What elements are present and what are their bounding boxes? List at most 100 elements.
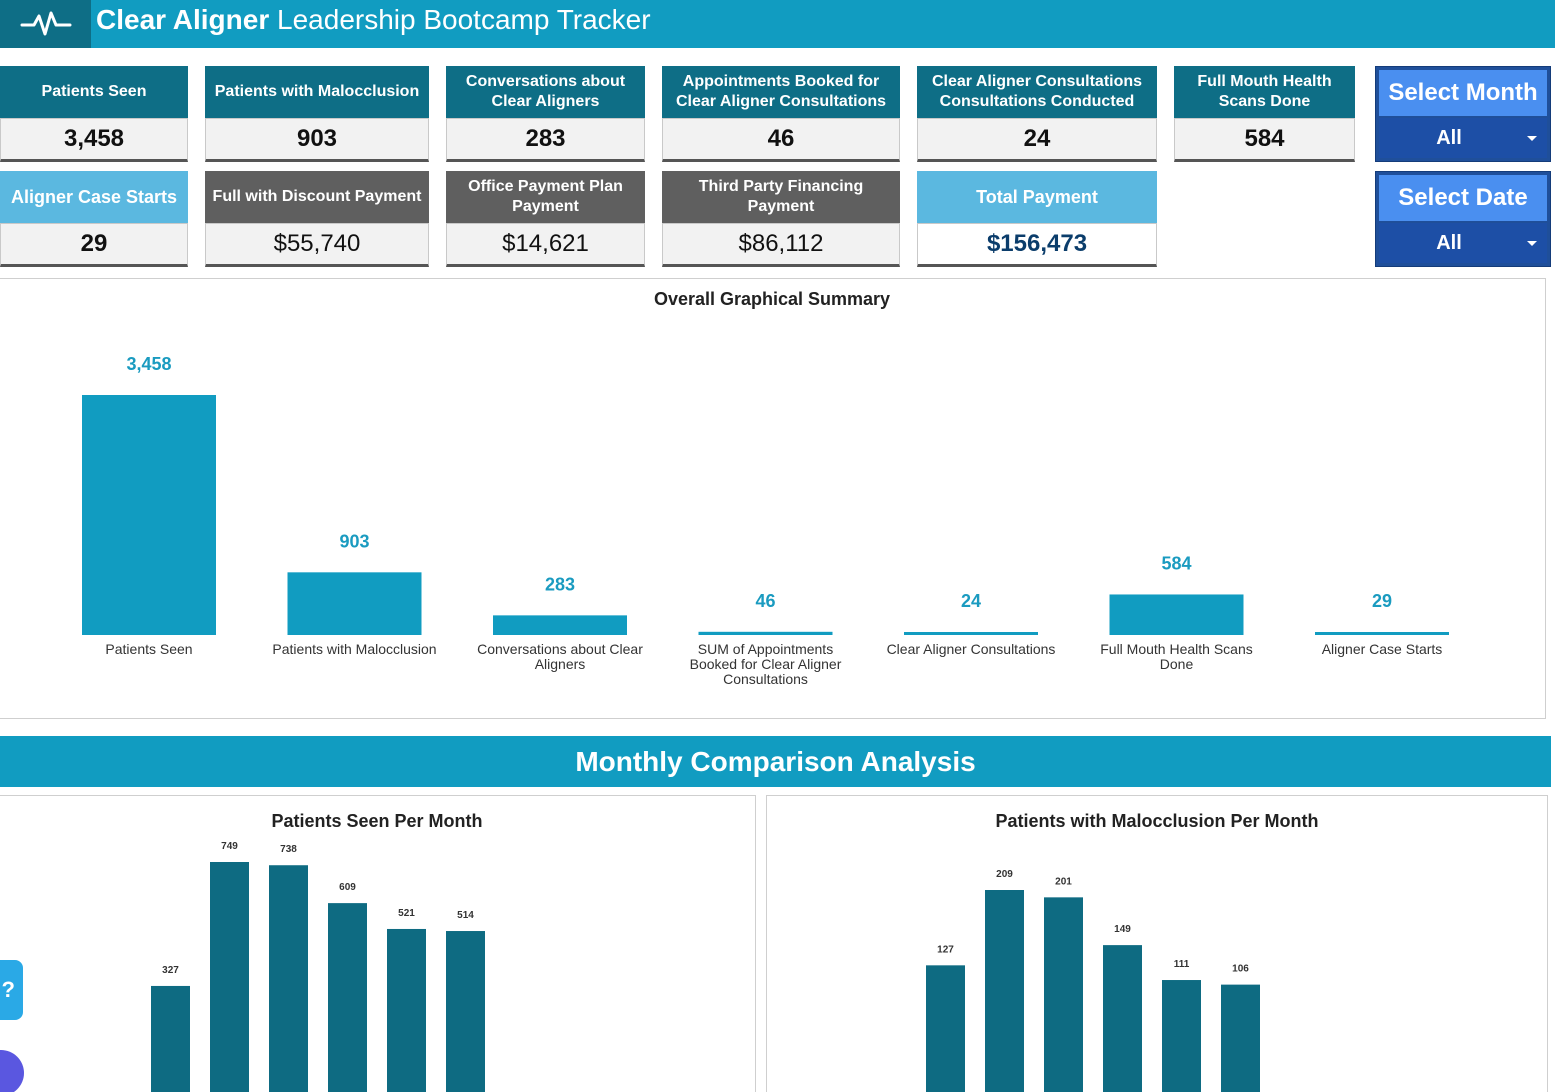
monthly-bar-value-label: 609: [339, 882, 356, 893]
page-title-rest: Leadership Bootcamp Tracker: [269, 4, 651, 35]
kpi-total-payment: Total Payment $156,473: [917, 171, 1157, 267]
kpi-value: 46: [662, 118, 900, 162]
kpi-label: Full with Discount Payment: [205, 171, 429, 223]
monthly-bar-value-label: 521: [398, 908, 415, 919]
monthly-bar: [269, 865, 308, 1092]
select-month-value: All: [1436, 126, 1462, 149]
overall-summary-chart: Overall Graphical Summary 3,458 Patients …: [0, 278, 1546, 719]
kpi-value: 29: [0, 223, 188, 267]
kpi-full-discount: Full with Discount Payment $55,740: [205, 171, 429, 267]
monthly-bar: [328, 903, 367, 1092]
chart-title: Patients with Malocclusion Per Month: [995, 811, 1319, 831]
overall-bar-value-label: 903: [339, 531, 369, 551]
monthly-bar-value-label: 749: [221, 841, 238, 852]
overall-bar-value-label: 283: [545, 574, 575, 594]
overall-bar: [287, 572, 422, 635]
monthly-bar: [1044, 897, 1083, 1092]
select-month-dropdown[interactable]: All: [1379, 118, 1547, 158]
kpi-scans: Full Mouth Health Scans Done 584: [1174, 66, 1355, 162]
select-date-dropdown[interactable]: All: [1379, 223, 1547, 263]
help-icon: ?: [1, 977, 15, 1002]
monthly-bar-value-label: 738: [280, 844, 297, 855]
monthly-bar-value-label: 106: [1232, 964, 1249, 975]
kpi-label: Full Mouth Health Scans Done: [1174, 66, 1355, 118]
select-date-label: Select Date: [1379, 175, 1547, 221]
monthly-seen-chart-svg: 327 749 738 609 521 514: [151, 841, 485, 1092]
overall-category-label: Full Mouth Health Scans: [1100, 641, 1253, 657]
monthly-bar: [1221, 984, 1260, 1092]
monthly-bar-value-label: 127: [937, 944, 954, 955]
kpi-value: 24: [917, 118, 1157, 162]
overall-bar: [1315, 632, 1449, 635]
overall-bar: [698, 631, 833, 635]
monthly-bar: [151, 985, 190, 1092]
kpi-case-starts: Aligner Case Starts 29: [0, 171, 188, 267]
overall-category-label: Patients with Malocclusion: [272, 641, 436, 657]
overall-bar: [904, 632, 1038, 635]
overall-bar: [1109, 594, 1244, 635]
overall-category-label: Clear Aligner Consultations: [887, 641, 1056, 657]
overall-bar-value-label: 3,458: [126, 354, 171, 374]
chevron-down-icon: [1527, 136, 1537, 141]
kpi-value: $86,112: [662, 223, 900, 267]
overall-category-label: Aligners: [535, 656, 586, 672]
page-title: Clear Aligner Leadership Bootcamp Tracke…: [96, 2, 651, 38]
kpi-value: 283: [446, 118, 645, 162]
overall-category-label: Patients Seen: [105, 641, 192, 657]
monthly-bar: [210, 862, 249, 1092]
monthly-bar: [985, 890, 1024, 1092]
kpi-appointments: Appointments Booked for Clear Aligner Co…: [662, 66, 900, 162]
monthly-bar-value-label: 149: [1114, 924, 1131, 935]
monthly-bar-value-label: 209: [996, 869, 1013, 880]
kpi-label: Conversations about Clear Aligners: [446, 66, 645, 118]
logo: [0, 0, 91, 48]
kpi-label: Third Party Financing Payment: [662, 171, 900, 223]
monthly-bar: [387, 928, 426, 1092]
kpi-malocclusion: Patients with Malocclusion 903: [205, 66, 429, 162]
overall-bar-value-label: 24: [961, 591, 981, 611]
help-widget-button[interactable]: ?: [0, 960, 23, 1020]
kpi-value: 903: [205, 118, 429, 162]
kpi-value: $156,473: [917, 223, 1157, 267]
overall-chart-svg: 3,458 Patients Seen 903 Patients with Maloc…: [82, 354, 1449, 687]
monthly-bar: [1103, 945, 1142, 1092]
chevron-down-icon: [1527, 241, 1537, 246]
kpi-patients-seen: Patients Seen 3,458: [0, 66, 188, 162]
kpi-label: Appointments Booked for Clear Aligner Co…: [662, 66, 900, 118]
chart-title: Patients Seen Per Month: [271, 811, 483, 831]
monthly-bar: [926, 965, 965, 1092]
kpi-label: Patients with Malocclusion: [205, 66, 429, 118]
section-banner: Monthly Comparison Analysis: [0, 736, 1551, 787]
overall-category-label: Done: [1160, 656, 1194, 672]
kpi-value: $55,740: [205, 223, 429, 267]
kpi-third-party: Third Party Financing Payment $86,112: [662, 171, 900, 267]
overall-bar-value-label: 584: [1161, 553, 1191, 573]
overall-bar: [82, 395, 216, 635]
monthly-bar-value-label: 327: [162, 965, 179, 976]
heartbeat-icon: [20, 11, 71, 36]
overall-category-label: Aligner Case Starts: [1322, 641, 1443, 657]
select-date-control: Select Date All: [1375, 171, 1551, 267]
kpi-consultations: Clear Aligner Consultations Consultation…: [917, 66, 1157, 162]
kpi-value: 584: [1174, 118, 1355, 162]
page-title-bold: Clear Aligner: [96, 4, 270, 35]
monthly-malocclusion-chart-svg: 127 209 201 149 111 106: [926, 869, 1260, 1092]
kpi-label: Aligner Case Starts: [0, 171, 188, 223]
overall-category-label: Conversations about Clear: [477, 641, 643, 657]
overall-bar-value-label: 29: [1372, 591, 1392, 611]
kpi-value: $14,621: [446, 223, 645, 267]
monthly-bar-value-label: 111: [1174, 959, 1190, 970]
overall-category-label: Consultations: [723, 671, 808, 687]
select-date-value: All: [1436, 231, 1462, 254]
overall-bar-value-label: 46: [755, 591, 775, 611]
monthly-bar-value-label: 201: [1055, 876, 1072, 887]
overall-bar: [493, 615, 627, 635]
kpi-conversations: Conversations about Clear Aligners 283: [446, 66, 645, 162]
kpi-label: Total Payment: [917, 171, 1157, 223]
app-header: Clear Aligner Leadership Bootcamp Tracke…: [0, 0, 1555, 48]
patients-seen-monthly-chart: Patients Seen Per Month 327 749 738 609 521 5…: [0, 795, 756, 1092]
kpi-value: 3,458: [0, 118, 188, 162]
kpi-office-plan: Office Payment Plan Payment $14,621: [446, 171, 645, 267]
kpi-label: Patients Seen: [0, 66, 188, 118]
